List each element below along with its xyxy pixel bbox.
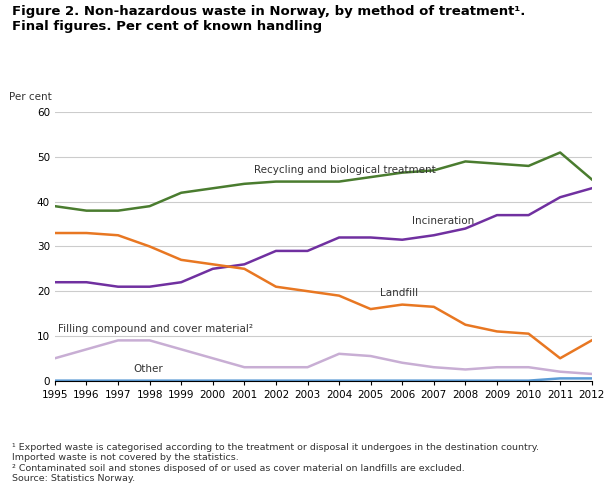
Text: ¹ Exported waste is categorised according to the treatment or disposal it underg: ¹ Exported waste is categorised accordin… [12, 443, 539, 483]
Text: Per cent: Per cent [9, 92, 52, 102]
Text: Incineration: Incineration [412, 216, 474, 226]
Text: Filling compound and cover material²: Filling compound and cover material² [58, 324, 253, 334]
Text: Figure 2. Non-hazardous waste in Norway, by method of treatment¹.
Final figures.: Figure 2. Non-hazardous waste in Norway,… [12, 5, 526, 33]
Text: Landfill: Landfill [380, 288, 418, 298]
Text: Recycling and biological treatment: Recycling and biological treatment [254, 165, 436, 175]
Text: Other: Other [134, 364, 163, 374]
